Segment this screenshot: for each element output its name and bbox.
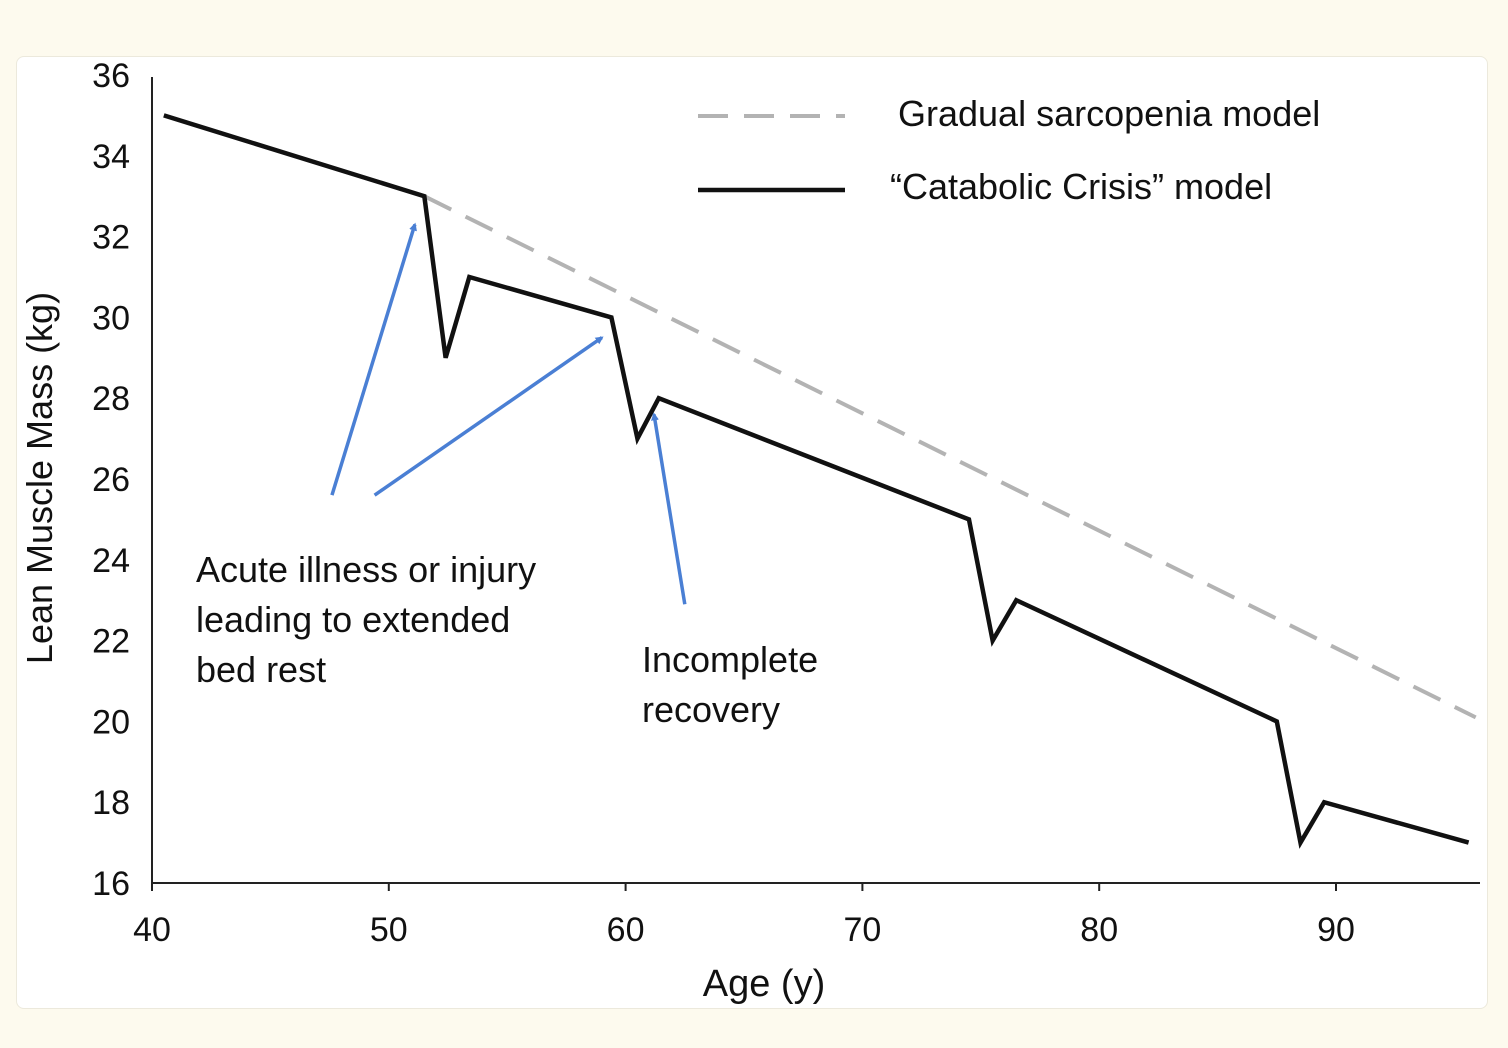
- legend-label-catabolic: “Catabolic Crisis” model: [890, 166, 1272, 207]
- y-tick-label: 22: [92, 623, 130, 661]
- annotation-arrow: [373, 336, 604, 497]
- x-tick-label: 80: [1080, 911, 1118, 949]
- catabolic-crisis-line: [163, 113, 1470, 849]
- y-tick-label: 16: [92, 865, 130, 903]
- y-tick-label: 32: [92, 219, 130, 257]
- x-tick-label: 60: [607, 911, 645, 949]
- y-axis-label: Lean Muscle Mass (kg): [19, 292, 60, 664]
- y-tick-label: 20: [92, 703, 130, 741]
- annotation-arrow: [330, 222, 417, 496]
- y-tick-label: 30: [92, 299, 130, 337]
- annotation-text: leading to extended: [196, 599, 510, 640]
- y-tick-label: 36: [92, 57, 130, 95]
- annotation-text: recovery: [642, 689, 780, 730]
- y-tick-label: 28: [92, 380, 130, 418]
- annotation-text: Incomplete: [642, 639, 818, 680]
- annotation-text: Acute illness or injury: [196, 549, 536, 590]
- y-tick-label: 26: [92, 461, 130, 499]
- y-tick-label: 18: [92, 784, 130, 822]
- y-tick-label: 24: [92, 542, 130, 580]
- legend-label-gradual: Gradual sarcopenia model: [898, 93, 1320, 134]
- annotation-arrow: [651, 412, 687, 605]
- chart-card: [16, 56, 1488, 1009]
- x-tick-label: 90: [1317, 911, 1355, 949]
- x-tick-label: 50: [370, 911, 408, 949]
- x-tick-label: 70: [843, 911, 881, 949]
- y-tick-label: 34: [92, 138, 130, 176]
- gradual-sarcopenia-line: [423, 194, 1477, 720]
- x-tick-label: 40: [133, 911, 171, 949]
- x-axis-label: Age (y): [703, 963, 825, 1005]
- annotation-text: bed rest: [196, 649, 326, 690]
